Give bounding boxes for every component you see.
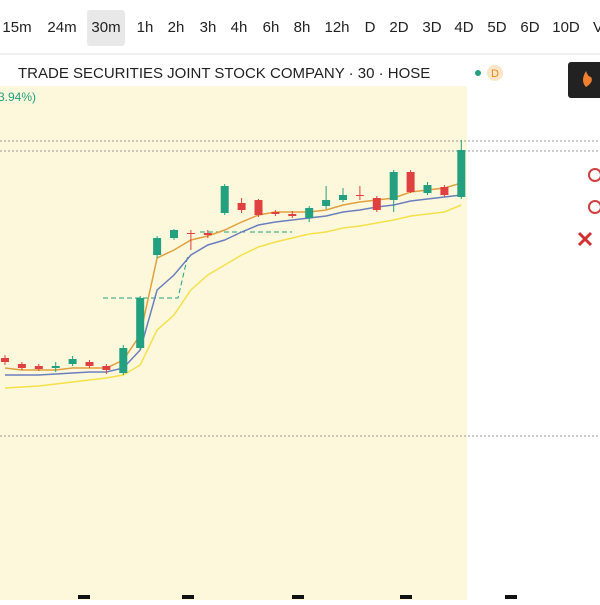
interval-button[interactable]: 15m [2, 19, 31, 36]
status-dot [475, 70, 481, 76]
badge-bg [487, 65, 503, 81]
candle-body [288, 214, 297, 216]
alert-icon[interactable] [588, 200, 600, 214]
fire-icon [583, 71, 592, 87]
symbol-title: TRADE SECURITIES JOINT STOCK COMPANY · 3… [18, 65, 430, 82]
interval-button[interactable]: 6h [263, 19, 280, 36]
candle-body [355, 195, 364, 196]
candle-body [406, 172, 415, 192]
session-bg [0, 86, 467, 600]
moving-average [4, 182, 462, 371]
interval-button[interactable]: 3D [422, 19, 441, 36]
interval-button[interactable]: 8h [294, 19, 311, 36]
change: 3.94%) [0, 90, 36, 104]
interval-button[interactable]: 4D [454, 19, 473, 36]
candle-body [51, 366, 60, 368]
candle-body [136, 298, 145, 348]
interval-button[interactable]: V [593, 19, 600, 36]
moving-average [4, 204, 462, 389]
candle-body [153, 238, 162, 255]
interval-button[interactable]: 2h [168, 19, 185, 36]
moving-average [5, 194, 462, 376]
candle-body [68, 359, 77, 364]
candle-body [203, 233, 212, 235]
candle-body [271, 212, 280, 214]
candle-body [170, 230, 178, 238]
candle-body [85, 362, 94, 366]
alert-icon[interactable] [588, 168, 600, 182]
selected-bg [87, 10, 125, 46]
interval-button[interactable]: 3h [200, 19, 217, 36]
interval-button[interactable]: 4h [231, 19, 248, 36]
candle-body [17, 364, 26, 368]
candle-body [254, 200, 263, 215]
interval-button[interactable]: 5D [487, 19, 506, 36]
close-icon[interactable] [577, 231, 593, 247]
candle-body [34, 366, 43, 369]
candle-body [119, 348, 128, 373]
candle-body [440, 187, 449, 195]
interval-button[interactable]: 2D [389, 19, 408, 36]
interval-button[interactable]: 24m [47, 19, 76, 36]
candle-body [1, 358, 9, 362]
interval-button[interactable]: 12h [324, 19, 349, 36]
candle-body [339, 195, 347, 200]
candle-body [102, 366, 111, 370]
candle-body [237, 203, 246, 210]
candle-body [389, 172, 398, 200]
interval-button[interactable]: D [365, 19, 376, 36]
candle-body [305, 208, 314, 218]
interval-button[interactable]: 30m [91, 19, 120, 36]
badge: D [491, 68, 499, 80]
interval-button[interactable]: 10D [552, 19, 580, 36]
candle-body [423, 185, 432, 193]
interval-button[interactable]: 6D [520, 19, 539, 36]
candle-body [220, 186, 229, 213]
candle-body [457, 150, 466, 197]
interval-button[interactable]: 1h [137, 19, 154, 36]
candle-body [186, 233, 195, 234]
candle-body [322, 200, 331, 206]
candle-body [372, 198, 381, 210]
